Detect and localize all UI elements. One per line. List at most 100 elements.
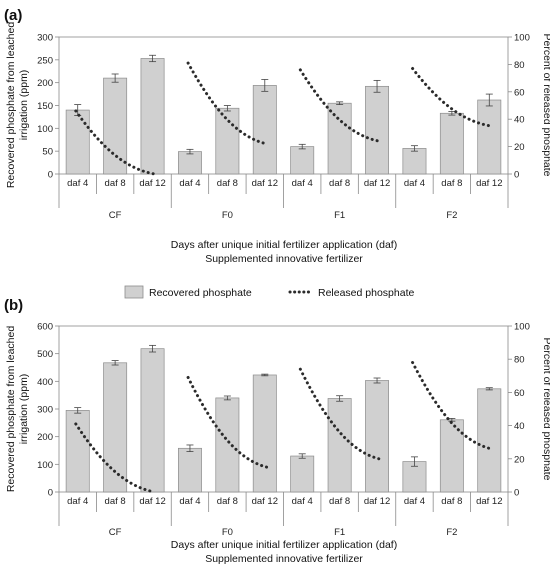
bar-a	[103, 77, 128, 175]
bar-a	[477, 99, 502, 175]
released-phosphate-line-a-f2	[411, 67, 493, 128]
y-tick-label-b: 600	[37, 322, 53, 333]
x-tick-label-b: daf 12	[139, 496, 165, 507]
released-phosphate-line-b-f1	[298, 367, 381, 461]
released-phosphate-line-a-f1	[298, 68, 381, 143]
y2-tick-label-b: 100	[514, 322, 530, 333]
y2-tick-label-b: 60	[514, 388, 525, 399]
y-tick-label-a: 300	[37, 33, 53, 44]
bar-b	[65, 410, 90, 493]
x-group-label-b: F1	[334, 527, 345, 538]
y2-tick-label-a: 80	[514, 60, 525, 71]
y-tick-label-b: 100	[37, 460, 53, 471]
y2-tick-label-b: 20	[514, 454, 525, 465]
x-group-label-a: F2	[446, 210, 457, 221]
bar-a	[215, 107, 240, 175]
x-group-label-a: F1	[334, 210, 345, 221]
x-axis-label-a-line2: Supplemented innovative fertilizer	[205, 253, 363, 265]
y-tick-label-b: 500	[37, 349, 53, 360]
x-tick-label-a: daf 4	[292, 178, 313, 189]
x-group-label-a: F0	[222, 210, 233, 221]
y-tick-label-a: 0	[48, 170, 53, 181]
x-tick-label-b: daf 8	[329, 496, 350, 507]
bar-b	[290, 455, 315, 493]
y2-tick-label-a: 60	[514, 87, 525, 98]
x-group-label-b: F2	[446, 527, 457, 538]
released-phosphate-line-b-cf	[74, 422, 156, 494]
x-tick-label-b: daf 4	[179, 496, 200, 507]
x-tick-label-a: daf 12	[364, 178, 390, 189]
bar-b	[365, 380, 389, 493]
bar-b	[439, 419, 464, 493]
chart-panel-b: (b) Recovered phosphate from leached irr…	[4, 297, 550, 565]
x-tick-label-a: daf 4	[67, 178, 88, 189]
released-phosphate-line-a-cf	[74, 109, 156, 176]
x-tick-label-a: daf 12	[476, 178, 502, 189]
x-tick-label-a: daf 8	[105, 178, 126, 189]
legend: Recovered phosphate Released phosphate	[124, 285, 414, 299]
bar-b	[140, 348, 165, 493]
x-tick-label-a: daf 12	[252, 178, 278, 189]
x-axis-label-a-line1: Days after unique initial fertilizer app…	[171, 239, 397, 251]
y-tick-label-a: 50	[42, 147, 53, 158]
bar-b	[215, 397, 240, 493]
x-tick-label-b: daf 8	[217, 496, 238, 507]
legend-bar-swatch	[124, 285, 144, 299]
y2-tick-label-a: 100	[514, 33, 530, 44]
y2-axis-label-b: Percent of released phosphate	[541, 337, 550, 480]
x-tick-label-b: daf 12	[252, 496, 278, 507]
x-tick-label-b: daf 4	[67, 496, 88, 507]
y2-axis-label-a: Percent of released phosphate	[541, 33, 550, 176]
x-group-label-b: F0	[222, 527, 233, 538]
y-axis-label-a-line1: Recovered phosphate from leached	[5, 22, 17, 189]
bar-b	[252, 374, 277, 493]
y-axis-label-b-line1: Recovered phosphate from leached	[5, 326, 17, 493]
bar-a	[402, 148, 427, 175]
bar-a	[65, 109, 90, 175]
bar-a	[327, 102, 352, 175]
y-tick-label-a: 100	[37, 124, 53, 135]
bar-a	[252, 85, 277, 175]
legend-bar-label: Recovered phosphate	[149, 287, 252, 299]
x-tick-label-a: daf 8	[329, 178, 350, 189]
bar-a	[365, 85, 389, 175]
y2-tick-label-b: 0	[514, 488, 519, 499]
bar-a	[140, 58, 165, 175]
x-tick-label-b: daf 4	[292, 496, 313, 507]
x-tick-label-b: daf 8	[105, 496, 126, 507]
x-group-label-a: CF	[109, 210, 122, 221]
x-tick-label-b: daf 12	[476, 496, 502, 507]
x-tick-label-b: daf 12	[364, 496, 390, 507]
x-tick-label-b: daf 8	[441, 496, 462, 507]
panel-label-b: (b)	[4, 297, 23, 314]
bar-b	[477, 388, 502, 493]
x-axis-label-b-line2: Supplemented innovative fertilizer	[205, 553, 363, 565]
bar-a	[290, 146, 315, 175]
bar-a	[439, 112, 464, 175]
chart-panel-a: (a) Recovered phosphate from leached irr…	[4, 7, 550, 265]
x-group-label-b: CF	[109, 527, 122, 538]
panel-label-a: (a)	[4, 7, 22, 24]
released-phosphate-line-b-f0	[186, 375, 269, 469]
y-tick-label-b: 400	[37, 377, 53, 388]
bar-a	[178, 151, 202, 175]
y2-tick-label-b: 80	[514, 355, 525, 366]
y2-tick-label-a: 0	[514, 170, 519, 181]
x-tick-label-a: daf 8	[441, 178, 462, 189]
released-phosphate-line-b-f2	[411, 361, 493, 451]
y-tick-label-a: 250	[37, 55, 53, 66]
released-phosphate-line-a-f0	[186, 61, 269, 146]
x-tick-label-b: daf 4	[404, 496, 425, 507]
x-axis-label-b-line1: Days after unique initial fertilizer app…	[171, 539, 397, 551]
x-tick-label-a: daf 8	[217, 178, 238, 189]
y-tick-label-b: 0	[48, 488, 53, 499]
y-axis-label-b-line2: irrigation (ppm)	[18, 374, 30, 445]
bar-b	[327, 398, 352, 493]
y-tick-label-a: 150	[37, 101, 53, 112]
y-tick-label-a: 200	[37, 78, 53, 89]
x-tick-label-a: daf 4	[179, 178, 200, 189]
y-tick-label-b: 200	[37, 432, 53, 443]
y2-tick-label-a: 40	[514, 115, 525, 126]
bar-b	[178, 447, 202, 493]
